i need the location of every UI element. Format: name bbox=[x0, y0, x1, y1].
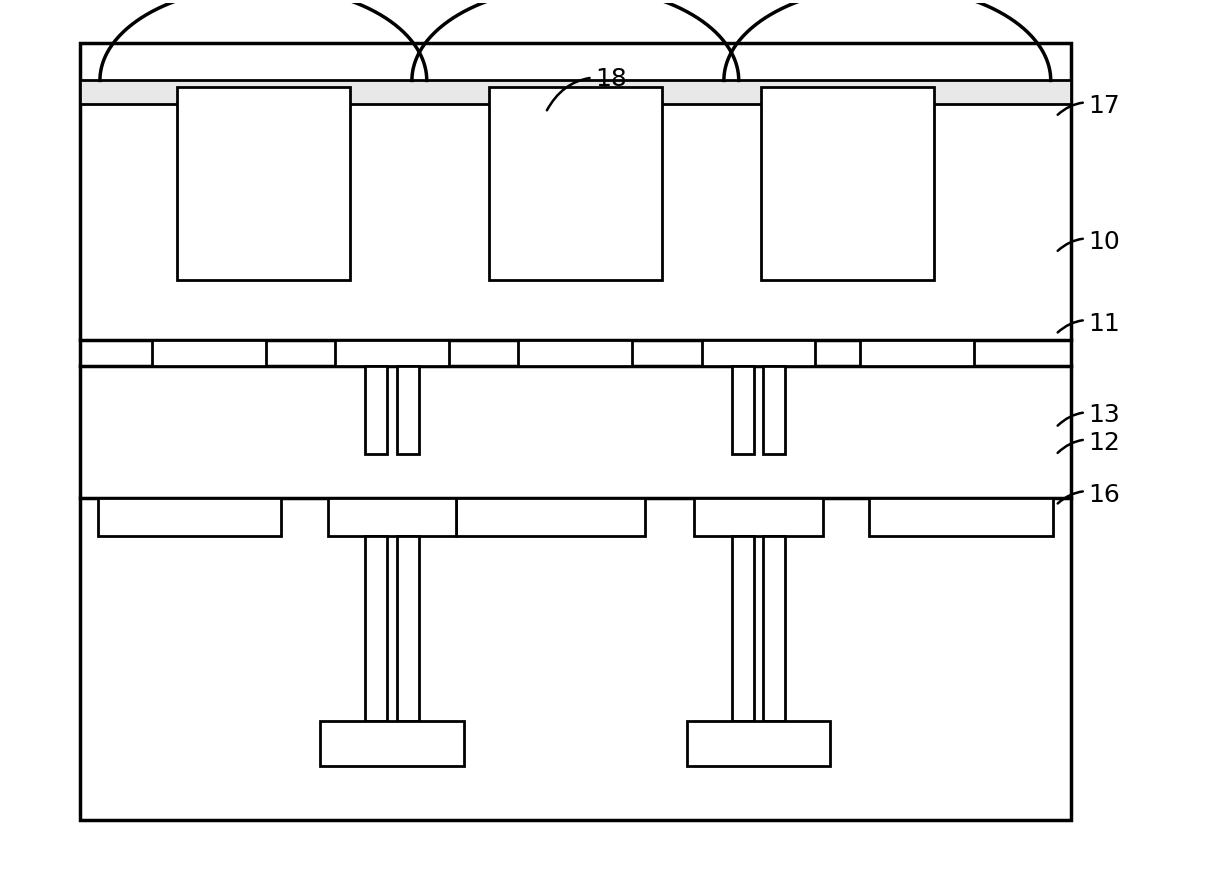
Text: 10: 10 bbox=[1058, 229, 1120, 254]
Bar bbox=[694, 499, 823, 536]
Bar bbox=[398, 366, 418, 454]
Bar bbox=[860, 341, 974, 366]
Text: 16: 16 bbox=[1058, 482, 1120, 506]
Bar bbox=[764, 366, 786, 454]
Bar bbox=[687, 721, 831, 766]
Bar bbox=[98, 499, 281, 536]
Bar bbox=[456, 499, 644, 536]
Bar bbox=[152, 341, 266, 366]
Bar bbox=[518, 341, 632, 366]
Bar bbox=[80, 43, 1070, 820]
Bar bbox=[80, 82, 1070, 105]
Bar bbox=[176, 89, 350, 282]
Bar bbox=[764, 536, 786, 721]
Bar bbox=[365, 366, 387, 454]
Bar bbox=[869, 499, 1053, 536]
Text: 11: 11 bbox=[1058, 311, 1120, 335]
Text: 18: 18 bbox=[547, 67, 627, 111]
Text: 17: 17 bbox=[1058, 94, 1120, 118]
Bar bbox=[327, 499, 456, 536]
Bar bbox=[489, 89, 662, 282]
Bar bbox=[365, 536, 387, 721]
Bar bbox=[398, 536, 418, 721]
Bar bbox=[702, 341, 816, 366]
Bar bbox=[732, 366, 754, 454]
Bar bbox=[732, 536, 754, 721]
Bar bbox=[761, 89, 934, 282]
Bar bbox=[336, 341, 449, 366]
Text: 13: 13 bbox=[1058, 403, 1120, 427]
Bar bbox=[320, 721, 463, 766]
Text: 12: 12 bbox=[1058, 430, 1120, 454]
